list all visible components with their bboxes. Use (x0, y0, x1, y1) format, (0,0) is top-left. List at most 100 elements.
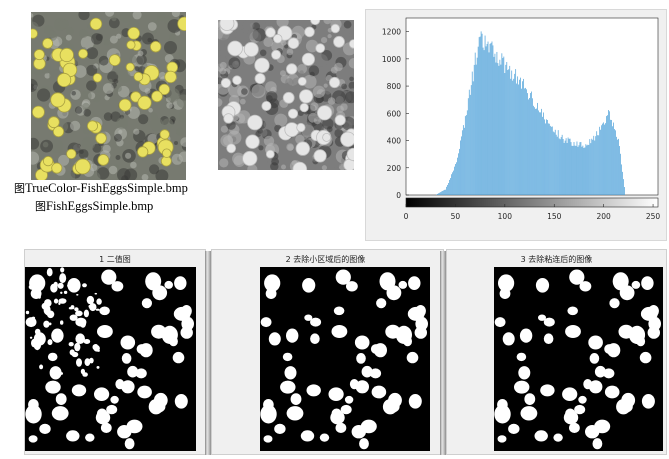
egg-region (174, 276, 187, 290)
egg-blob (108, 54, 121, 66)
noise-speck (83, 339, 91, 344)
panel-splitter-2[interactable] (440, 251, 446, 455)
histogram-bar (499, 59, 501, 195)
histogram-bar (437, 193, 438, 195)
histogram-bar (487, 41, 489, 195)
histogram-bar (438, 193, 439, 195)
noise-speck (34, 328, 41, 335)
histogram-bar (530, 93, 531, 195)
egg-region (519, 328, 533, 343)
histogram-bar (581, 146, 583, 195)
histogram-bar (624, 187, 625, 195)
egg-region (379, 272, 396, 291)
histogram-bar (483, 50, 485, 195)
egg-blob (159, 129, 170, 140)
egg-blob (164, 70, 177, 84)
histogram-bar (576, 141, 578, 195)
egg-region (631, 280, 641, 289)
histogram-bar (575, 145, 577, 195)
egg-blob (56, 72, 72, 88)
noise-speck (29, 336, 33, 339)
egg-blob (261, 101, 272, 112)
egg-region (641, 394, 655, 409)
egg-region (161, 325, 178, 344)
histogram-bar (492, 45, 494, 195)
histogram-bar (452, 172, 453, 195)
egg-blob (297, 76, 307, 86)
egg-region (604, 344, 615, 354)
egg-blob (125, 62, 135, 72)
histogram-bar (614, 129, 615, 195)
egg-region (333, 306, 345, 316)
egg-region (534, 430, 548, 442)
histogram-bar (460, 136, 462, 195)
histogram-bar (598, 135, 600, 195)
egg-region (371, 385, 387, 399)
histogram-bar (516, 83, 518, 195)
egg-region (97, 325, 113, 338)
histogram-bar (446, 186, 447, 195)
histogram-bar (564, 140, 566, 195)
histogram-bar (555, 134, 557, 195)
egg-region (135, 368, 147, 379)
egg-blob (158, 83, 171, 96)
noise-speck (83, 309, 89, 318)
egg-region (286, 406, 304, 421)
egg-region (121, 353, 132, 364)
egg-region (110, 395, 119, 404)
histogram-bar (514, 73, 516, 195)
histogram-bar (543, 112, 544, 195)
egg-region (583, 379, 593, 390)
egg-region (609, 298, 620, 309)
histogram-bar (481, 33, 483, 196)
image-file-icon: 图 (35, 200, 46, 213)
histogram-bar (525, 87, 526, 195)
image-file-icon: 图 (14, 182, 25, 195)
egg-region (588, 335, 603, 350)
egg-region (94, 387, 110, 401)
histogram-bar (531, 91, 532, 195)
histogram-bar (507, 70, 509, 195)
noise-speck (68, 342, 74, 347)
egg-blob (287, 108, 299, 119)
histogram-bar (513, 78, 515, 195)
histogram-bar (557, 130, 559, 195)
histogram-bar (478, 37, 480, 195)
histogram-bar (586, 145, 588, 195)
egg-blob (59, 47, 74, 63)
egg-region (310, 317, 322, 327)
histogram-bar (515, 69, 517, 195)
noise-speck (39, 364, 44, 370)
panel-splitter-1[interactable] (205, 251, 211, 455)
noise-speck (89, 303, 97, 312)
histogram-figure: 0 200 400 600 800 1000 1200 0 50 100 150 200 250 (365, 9, 667, 241)
histogram-bar (571, 145, 573, 195)
x-tick-label: 0 (404, 212, 409, 221)
histogram-bar (541, 108, 542, 195)
histogram-bar (579, 142, 581, 195)
noise-speck (76, 361, 79, 363)
histogram-bar (439, 192, 440, 195)
egg-blob (227, 40, 243, 57)
egg-region (569, 422, 580, 433)
noise-speck (60, 267, 65, 273)
noise-speck (43, 305, 51, 315)
egg-blob (315, 43, 326, 54)
egg-region (543, 333, 554, 344)
histogram-bar (445, 189, 446, 195)
egg-blob (265, 27, 276, 38)
noise-speck (76, 358, 82, 367)
egg-region (395, 325, 412, 344)
egg-blob (220, 77, 231, 89)
histogram-bar (509, 65, 511, 195)
egg-region (499, 288, 511, 299)
x-tick-label: 50 (451, 212, 461, 221)
noise-speck (31, 316, 36, 320)
egg-blob (346, 147, 354, 161)
egg-blob (282, 91, 295, 104)
histogram-bar (535, 108, 536, 195)
histogram-bar (549, 125, 551, 195)
egg-blob (31, 28, 38, 39)
histogram-bar (460, 140, 461, 195)
noise-speck (92, 344, 97, 350)
